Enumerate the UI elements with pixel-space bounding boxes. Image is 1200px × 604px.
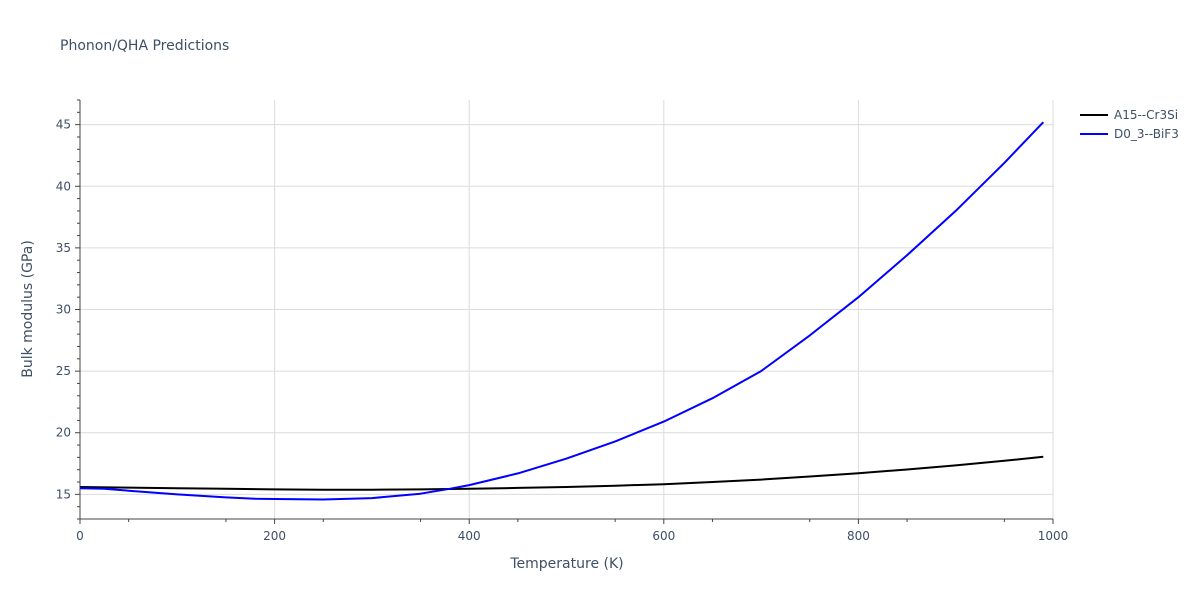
x-axis-label: Temperature (K) [509,556,623,572]
y-tick-label: 40 [56,179,71,193]
chart-title: Phonon/QHA Predictions [60,38,229,54]
x-tick-label: 1000 [1038,529,1069,543]
y-tick-label: 45 [56,118,71,132]
x-tick-label: 600 [652,529,675,543]
y-tick-label: 30 [56,303,71,317]
y-tick-label: 15 [56,487,71,501]
grid [80,100,1054,519]
series-line [79,455,1044,491]
legend[interactable]: A15--Cr3Si D0_3--BiF3 [1080,108,1179,141]
legend-label: A15--Cr3Si [1114,108,1178,122]
y-axis-label: Bulk modulus (GPa) [20,240,36,378]
y-tick-label: 25 [56,364,71,378]
y-tick-label: 20 [56,426,71,440]
x-tick-label: 200 [263,529,286,543]
series-lines [79,121,1045,501]
x-tick-label: 800 [847,529,870,543]
series-line [79,121,1045,501]
axes: 0 200 400 600 800 1000 15 20 25 30 35 40 45 [56,99,1069,543]
x-tick-label: 0 [76,529,84,543]
y-tick-label: 35 [56,241,71,255]
x-tick-label: 400 [458,529,481,543]
legend-label: D0_3--BiF3 [1114,127,1179,141]
